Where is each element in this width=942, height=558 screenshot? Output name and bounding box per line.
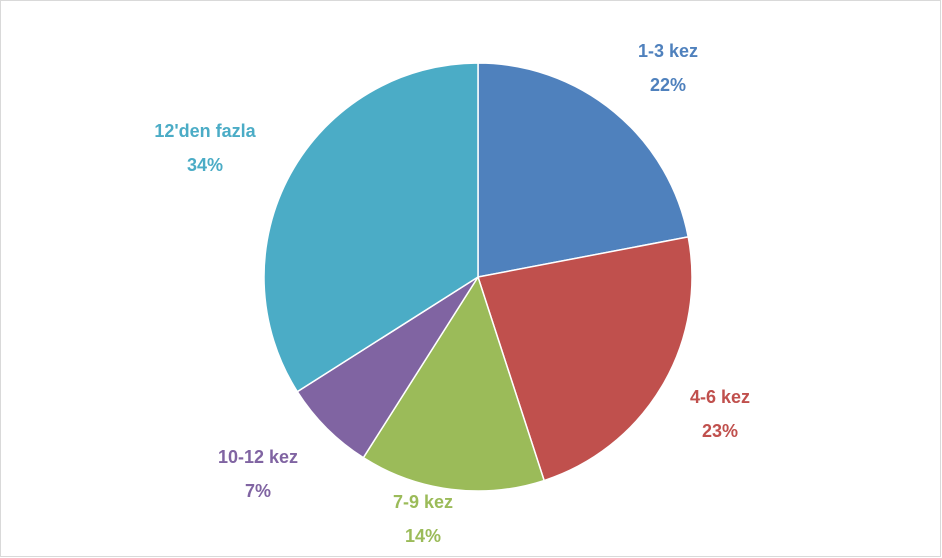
- slice-value-label: 34%: [187, 155, 223, 175]
- slice-value-label: 14%: [405, 526, 441, 546]
- slice-category-label: 1-3 kez: [638, 41, 698, 61]
- slice-category-label: 10-12 kez: [218, 447, 298, 467]
- pie-slice: [477, 236, 693, 482]
- slice-value-label: 22%: [650, 75, 686, 95]
- pie-slice: [263, 62, 479, 393]
- slice-category-label: 7-9 kez: [393, 492, 453, 512]
- slice-value-label: 7%: [245, 481, 271, 501]
- pie-slice: [362, 275, 546, 492]
- slice-category-label: 4-6 kez: [690, 387, 750, 407]
- pie-slice: [477, 62, 690, 278]
- slice-value-label: 23%: [702, 421, 738, 441]
- slice-category-label: 12'den fazla: [154, 121, 256, 141]
